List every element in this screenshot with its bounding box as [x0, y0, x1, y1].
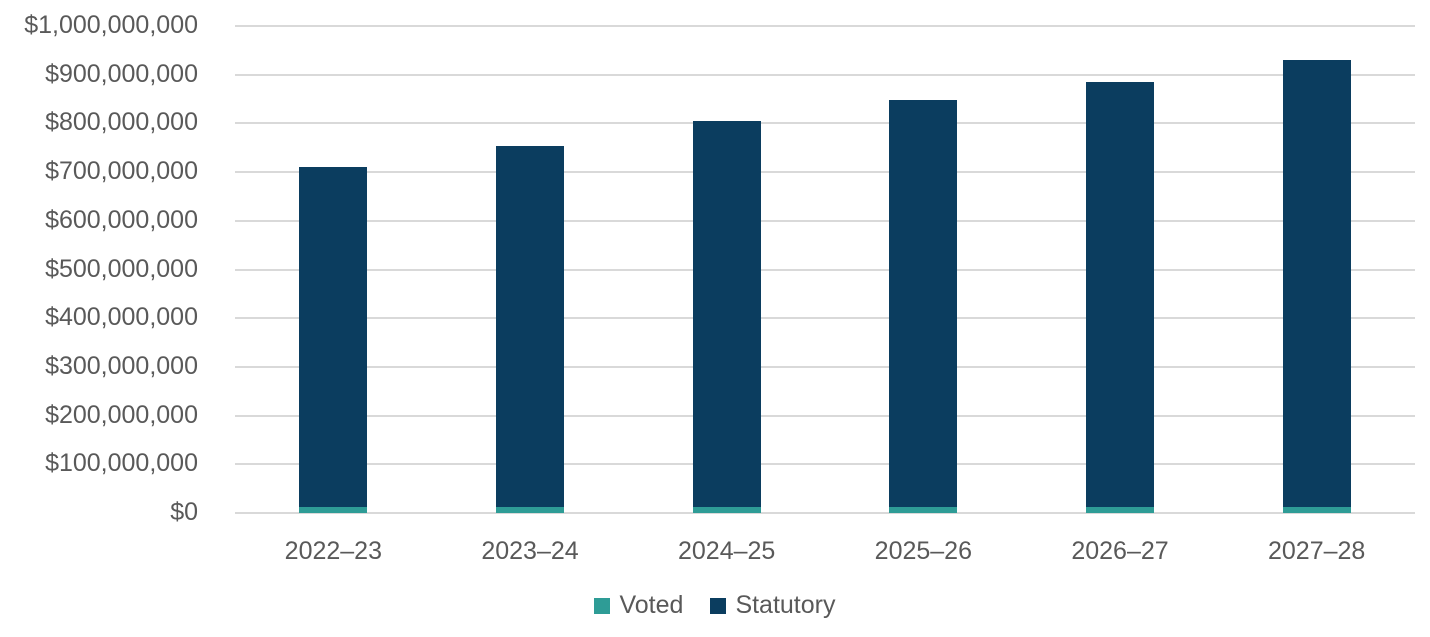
legend-label-voted: Voted: [619, 591, 684, 619]
y-tick-label: $1,000,000,000: [24, 11, 198, 39]
y-axis: $0 $100,000,000 $200,000,000 $300,000,000 $4…: [0, 13, 198, 525]
voted-swatch-icon: [594, 597, 611, 614]
gridline: [235, 365, 1415, 368]
gridline: [235, 122, 1415, 125]
y-tick-label: $0: [170, 498, 198, 526]
gridline: [235, 171, 1415, 174]
bar-segment-statutory-2024-25: [692, 120, 761, 507]
gridline: [235, 219, 1415, 222]
x-tick-label: 2024–25: [677, 537, 776, 565]
y-tick-label: $900,000,000: [45, 59, 198, 88]
bar-segment-voted-2026-27: [1086, 506, 1154, 513]
bar-segment-statutory-2023-24: [496, 146, 564, 507]
bar-segment-statutory-2026-27: [1086, 81, 1154, 507]
y-tick-label: $400,000,000: [45, 303, 198, 332]
x-tick-label: 2027–28: [1267, 537, 1366, 565]
bar-segment-voted-2022-23: [299, 506, 368, 513]
y-tick-label: $200,000,000: [45, 400, 198, 429]
legend-item-voted: Voted: [594, 591, 683, 620]
y-tick-label: $700,000,000: [45, 157, 198, 186]
x-tick-label: 2022–23: [284, 537, 382, 565]
plot-area: [235, 25, 1415, 514]
x-tick-label: 2025–26: [874, 537, 972, 565]
bar-segment-statutory-2022-23: [299, 167, 368, 507]
x-tick-label: 2023–24: [481, 537, 579, 565]
y-tick-label: $300,000,000: [45, 351, 198, 380]
x-axis: 2022–23 2023–24 2024–25 2025–26 2026–27 2027–…: [235, 536, 1415, 570]
y-tick-label: $100,000,000: [45, 449, 198, 478]
gridline: [235, 268, 1415, 271]
bar-segment-statutory-2025-26: [889, 100, 958, 507]
gridline: [235, 414, 1415, 417]
bar-segment-voted-2025-26: [889, 506, 958, 513]
gridline: [235, 512, 1415, 514]
statutory-swatch-icon: [710, 597, 727, 614]
legend-label-statutory: Statutory: [735, 591, 836, 619]
gridline: [235, 463, 1415, 466]
y-tick-label: $600,000,000: [45, 205, 198, 234]
bar-segment-voted-2023-24: [496, 506, 564, 513]
gridline: [235, 317, 1415, 320]
bar-segment-statutory-2027-28: [1282, 59, 1351, 507]
x-tick-label: 2026–27: [1071, 537, 1169, 565]
bar-segment-voted-2027-28: [1282, 506, 1351, 513]
legend: Voted Statutory: [0, 591, 1430, 620]
y-tick-label: $800,000,000: [45, 108, 198, 137]
y-tick-label: $500,000,000: [45, 254, 198, 283]
bar-segment-voted-2024-25: [692, 506, 761, 513]
gridline: [235, 25, 1415, 27]
legend-item-statutory: Statutory: [710, 591, 836, 620]
gridline: [235, 73, 1415, 76]
